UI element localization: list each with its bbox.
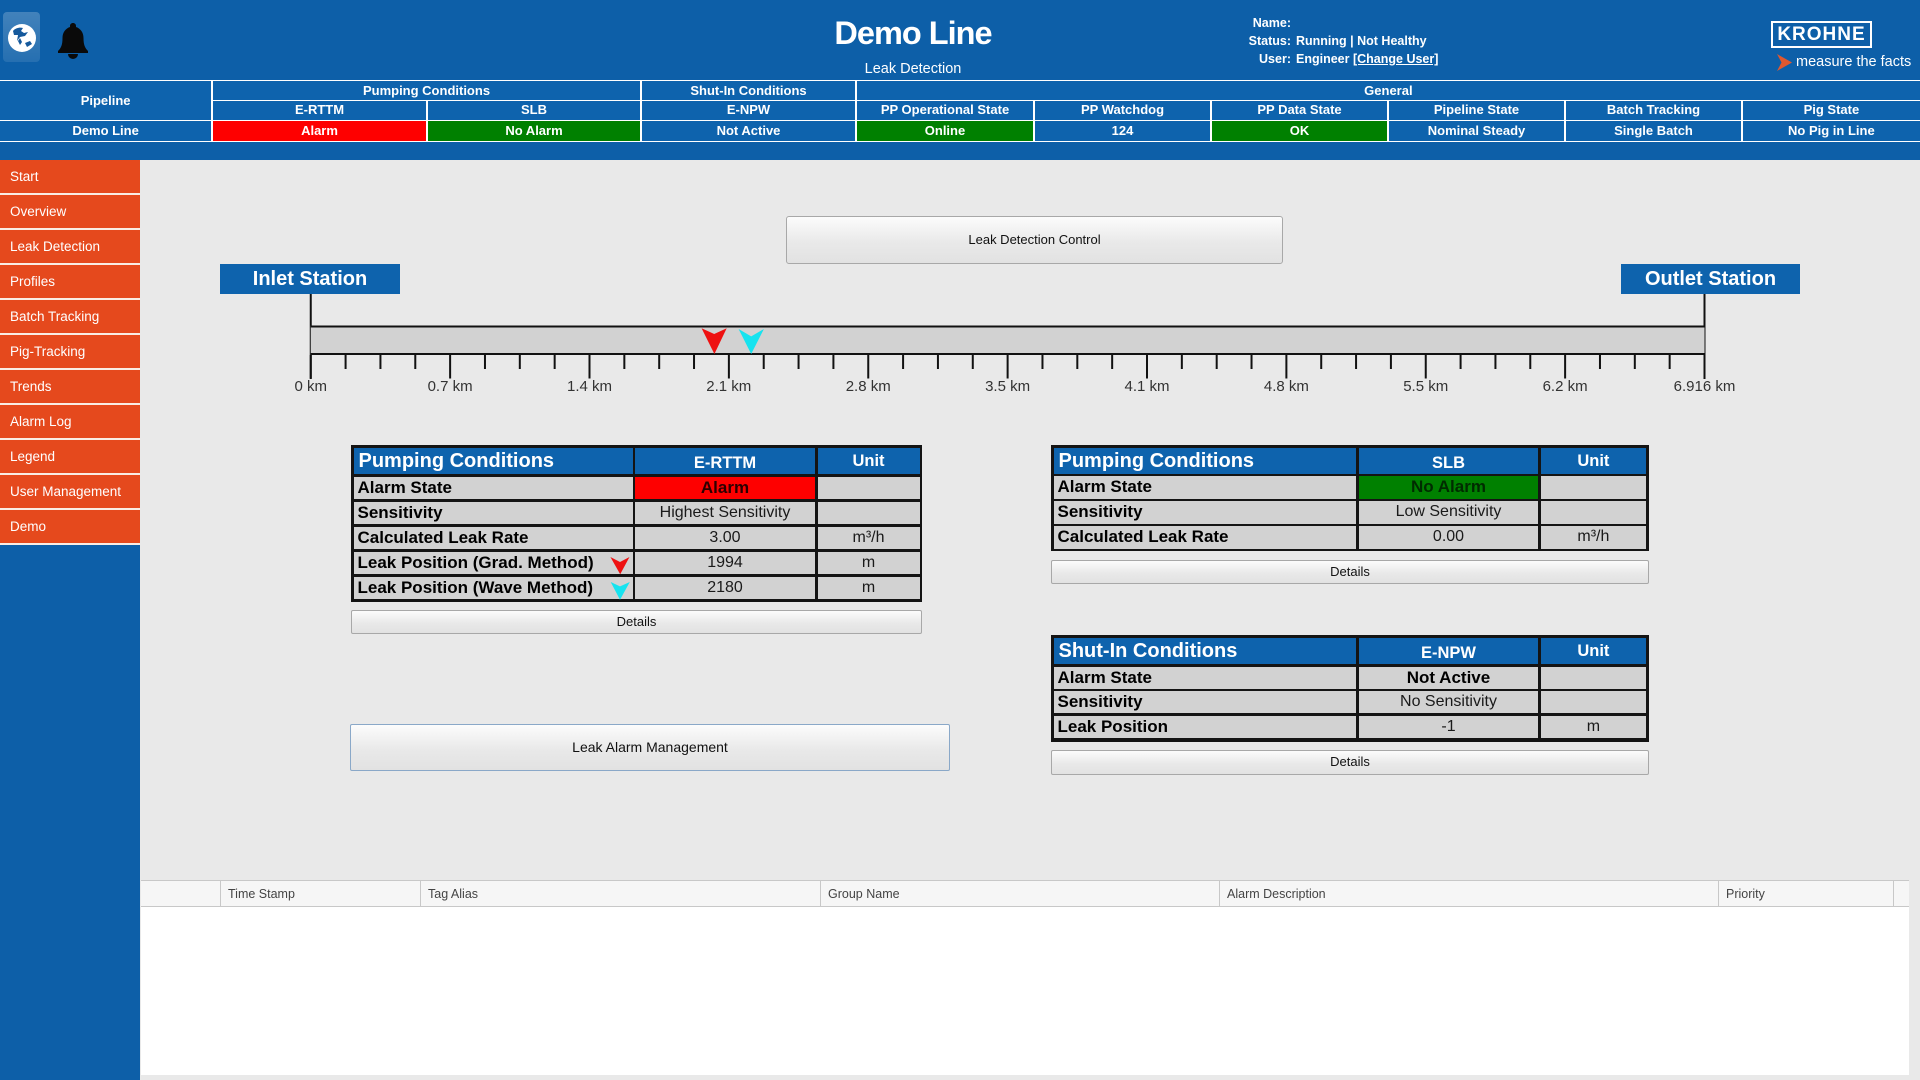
svg-text:2.1 km: 2.1 km — [706, 378, 751, 395]
svg-text:4.1 km: 4.1 km — [1124, 378, 1169, 395]
svg-text:2.8 km: 2.8 km — [846, 378, 891, 395]
svg-text:6.916 km: 6.916 km — [1674, 378, 1736, 395]
svg-text:1.4 km: 1.4 km — [567, 378, 612, 395]
svg-text:3.5 km: 3.5 km — [985, 378, 1030, 395]
svg-text:5.5 km: 5.5 km — [1403, 378, 1448, 395]
svg-text:6.2 km: 6.2 km — [1543, 378, 1588, 395]
svg-text:4.8 km: 4.8 km — [1264, 378, 1309, 395]
svg-text:0.7 km: 0.7 km — [428, 378, 473, 395]
svg-text:0 km: 0 km — [294, 378, 327, 395]
